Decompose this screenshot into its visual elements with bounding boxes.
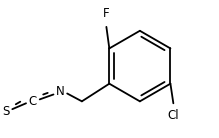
Text: N: N: [56, 85, 65, 98]
Text: C: C: [29, 95, 37, 108]
Text: S: S: [2, 105, 9, 118]
Text: F: F: [103, 7, 110, 20]
Text: Cl: Cl: [168, 109, 179, 122]
